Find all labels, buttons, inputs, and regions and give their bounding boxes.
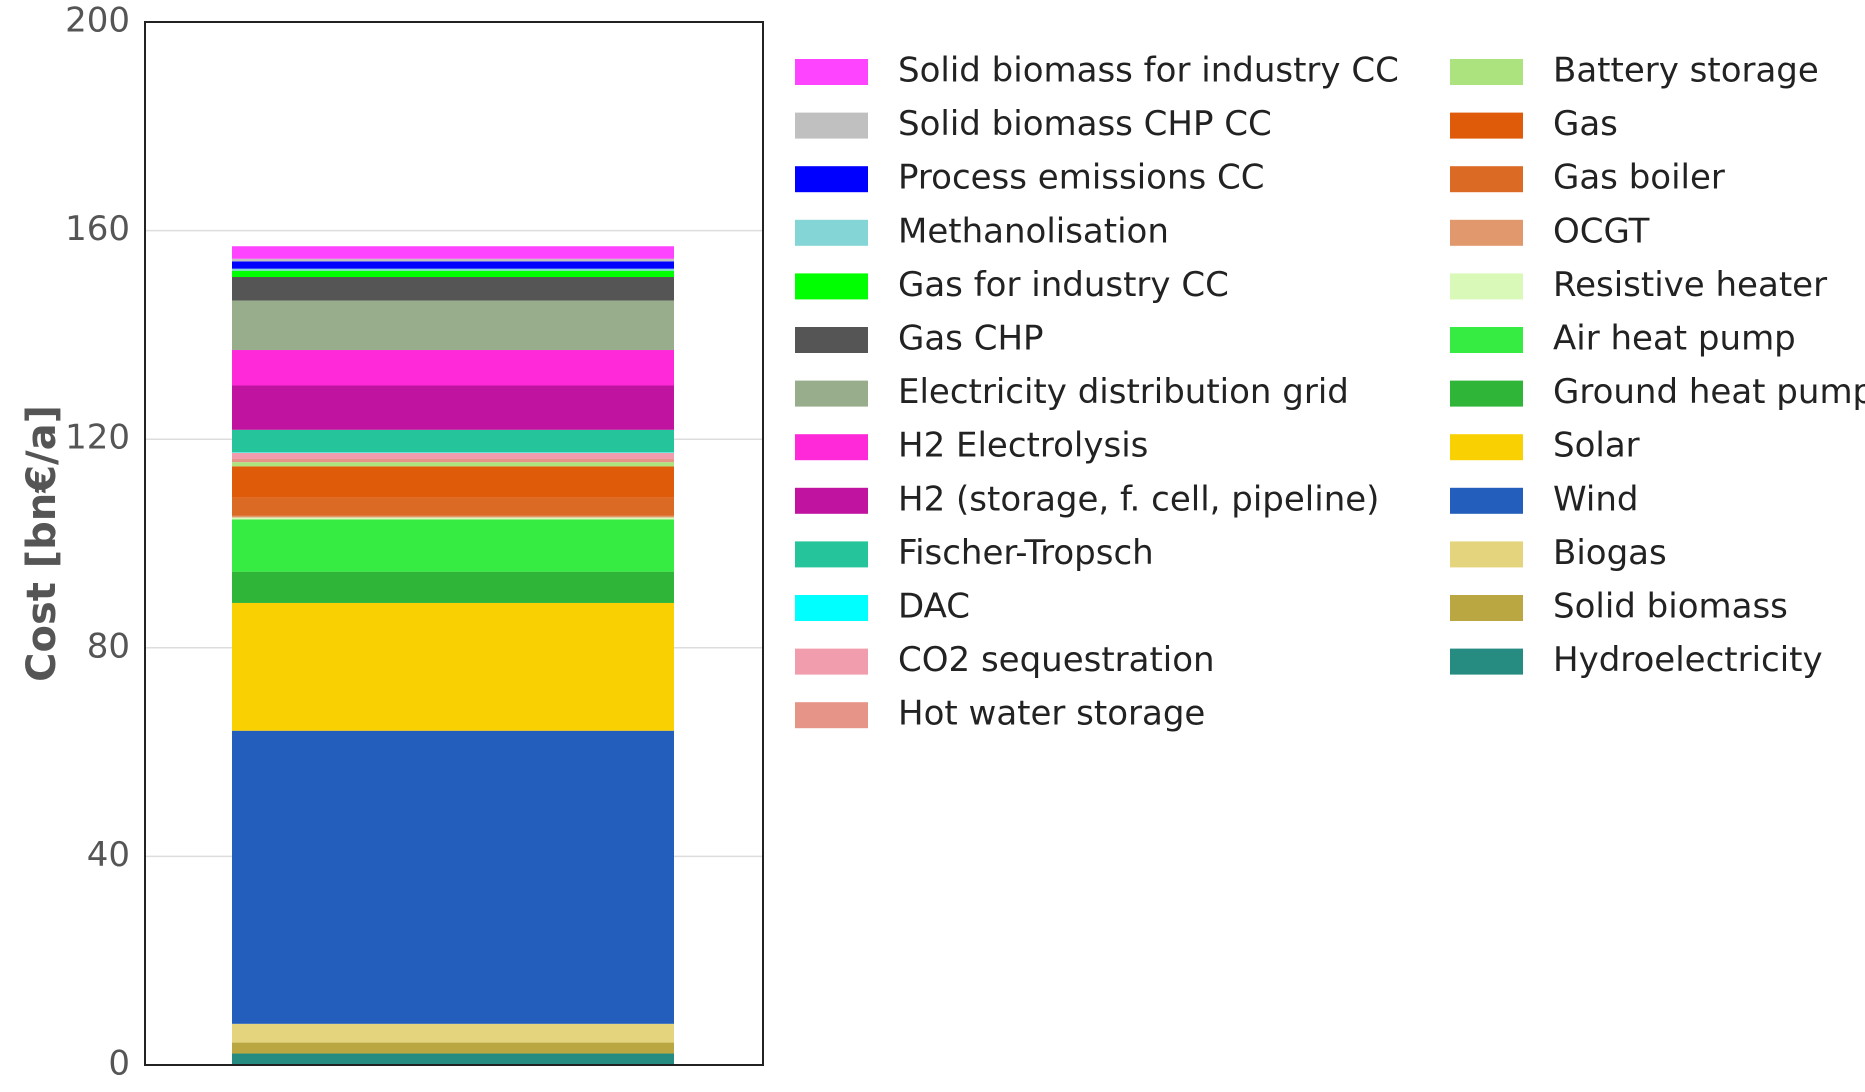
legend-label-resistive-heater: Resistive heater [1553,265,1827,305]
legend-swatch-air-heat-pump [1450,327,1523,353]
legend-label-hot-water-storage: Hot water storage [898,694,1205,734]
legend-label-biogas: Biogas [1553,533,1667,573]
bar-segment-h2-storage-f-cell-pipeline [232,385,674,430]
bar-segment-gas-boiler [232,497,674,516]
bar-segment-hot-water-storage [232,459,674,463]
legend-swatch-gas-chp [795,327,868,353]
bar-segment-electricity-distribution-grid [232,300,674,351]
legend-swatch-fischer-tropsch [795,541,868,568]
legend-swatch-h2-storage-f-cell-pipeline [795,487,868,514]
legend-label-process-emissions-cc: Process emissions CC [898,158,1265,198]
bar-segment-biogas [232,1023,674,1043]
legend-swatch-solid-biomass [1450,595,1523,621]
bar-segment-air-heat-pump [232,519,674,572]
legend-label-h2-storage-f-cell-pipeline: H2 (storage, f. cell, pipeline) [898,479,1379,519]
legend-label-gas-chp: Gas CHP [898,319,1044,359]
bar-segment-solid-biomass [232,1042,674,1054]
legend-label-ocgt: OCGT [1553,211,1650,251]
legend-swatch-process-emissions-cc [795,166,868,193]
bar-segment-ground-heat-pump [232,571,674,603]
y-tick-label: 80 [87,626,130,666]
y-axis-title: Cost [bn€/a] [19,405,65,682]
y-tick-label: 200 [65,1,130,41]
bar-segment-resistive-heater [232,517,674,520]
bar-segment-gas [232,466,674,498]
legend-label-co2-sequestration: CO2 sequestration [898,640,1215,680]
legend-swatch-dac [795,595,868,621]
legend-swatch-h2-electrolysis [795,434,868,461]
y-tick-label: 120 [65,418,130,458]
bar-segment-hydroelectricity [232,1053,674,1065]
legend-label-gas: Gas [1553,104,1618,144]
bar-segment-process-emissions-cc [232,261,674,269]
bar-segment-dac [232,452,674,453]
bar-segment-solid-biomass-chp-cc [232,258,674,262]
bar-stack [232,246,674,1065]
bar-segment-gas-chp [232,277,674,301]
bar-segment-gas-for-industry-cc [232,270,674,278]
legend-label-gas-boiler: Gas boiler [1553,158,1725,198]
legend-swatch-solid-biomass-for-industry-cc [795,59,868,85]
legend-swatch-battery-storage [1450,59,1523,85]
legend-swatch-electricity-distribution-grid [795,380,868,407]
y-tick-label: 160 [65,209,130,249]
legend-swatch-hot-water-storage [795,702,868,729]
legend-label-solid-biomass: Solid biomass [1553,587,1788,627]
legend-label-fischer-tropsch: Fischer-Tropsch [898,533,1154,573]
legend-label-battery-storage: Battery storage [1553,51,1819,91]
legend-label-h2-electrolysis: H2 Electrolysis [898,426,1148,466]
bar-segment-fischer-tropsch [232,429,674,453]
bar-segment-wind [232,730,674,1024]
plot-frame [144,21,764,1066]
bar-segment-battery-storage [232,462,674,467]
bar-segment-h2-electrolysis [232,350,674,386]
legend-label-methanolisation: Methanolisation [898,211,1169,251]
bar-segment-solar [232,602,674,731]
legend-label-solid-biomass-chp-cc: Solid biomass CHP CC [898,104,1272,144]
legend-swatch-methanolisation [795,219,868,246]
legend-label-gas-for-industry-cc: Gas for industry CC [898,265,1229,305]
bar-segment-co2-sequestration [232,452,674,460]
bar-segment-solid-biomass-for-industry-cc [232,246,674,259]
legend-swatch-hydroelectricity [1450,648,1523,675]
legend-swatch-gas [1450,112,1523,139]
legend-swatch-solar [1450,434,1523,461]
y-tick-label: 40 [87,835,130,875]
legend-label-solid-biomass-for-industry-cc: Solid biomass for industry CC [898,51,1399,91]
legend-swatch-solid-biomass-chp-cc [795,112,868,139]
legend-swatch-co2-sequestration [795,648,868,675]
legend-label-ground-heat-pump: Ground heat pump [1553,372,1865,412]
legend-label-electricity-distribution-grid: Electricity distribution grid [898,372,1349,412]
legend-label-hydroelectricity: Hydroelectricity [1553,640,1823,680]
legend-swatch-ground-heat-pump [1450,380,1523,407]
legend-swatch-biogas [1450,541,1523,568]
legend-label-dac: DAC [898,587,970,627]
legend-swatch-ocgt [1450,219,1523,246]
legend-swatch-wind [1450,487,1523,514]
bar-segment-methanolisation [232,268,674,271]
legend-swatch-gas-for-industry-cc [795,273,868,300]
y-tick-label: 0 [108,1044,130,1084]
legend-swatch-gas-boiler [1450,166,1523,193]
legend: Solid biomass for industry CC Solid bioma… [795,51,1865,734]
legend-label-wind: Wind [1553,479,1638,519]
y-axis-ticks: 0 40 80 120 160 200 [65,1,130,1084]
legend-label-air-heat-pump: Air heat pump [1553,319,1796,359]
bar-segment-ocgt [232,515,674,518]
legend-swatch-resistive-heater [1450,273,1523,300]
legend-label-solar: Solar [1553,426,1640,466]
